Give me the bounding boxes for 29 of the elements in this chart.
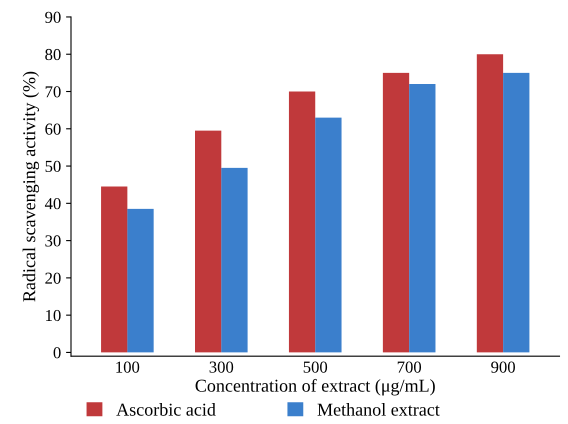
legend-label: Methanol extract (318, 403, 440, 416)
y-axis-title: Radical scavenging activity (%) (22, 72, 40, 302)
x-tick-label: 500 (304, 362, 328, 373)
y-tick-label: 30 (45, 235, 61, 247)
y-tick-label: 10 (46, 310, 61, 322)
bar (409, 84, 436, 352)
y-tick-label: 70 (46, 86, 61, 98)
y-tick-label: 0 (54, 347, 61, 358)
y-tick-label: 80 (45, 48, 61, 60)
x-axis-title: Concentration of extract (μg/mL) (196, 378, 435, 396)
y-tick-label: 20 (45, 272, 61, 284)
x-tick-label: 900 (491, 362, 515, 373)
bar (503, 72, 530, 352)
bar (382, 72, 410, 352)
bar (476, 54, 504, 352)
x-tick-label: 700 (398, 362, 422, 373)
y-tick-label: 50 (46, 160, 61, 172)
bar (221, 168, 248, 352)
x-tick-label: 300 (210, 362, 234, 373)
y-tick-label: 90 (45, 12, 61, 23)
bar (101, 186, 128, 352)
y-tick-label: 60 (45, 123, 61, 135)
y-tick-label: 40 (44, 198, 61, 210)
bar (195, 130, 222, 352)
legend-label: Ascorbic acid (116, 403, 216, 416)
bar (127, 208, 154, 352)
x-tick-label: 100 (116, 362, 140, 373)
bar (288, 92, 316, 352)
bar (315, 118, 342, 352)
